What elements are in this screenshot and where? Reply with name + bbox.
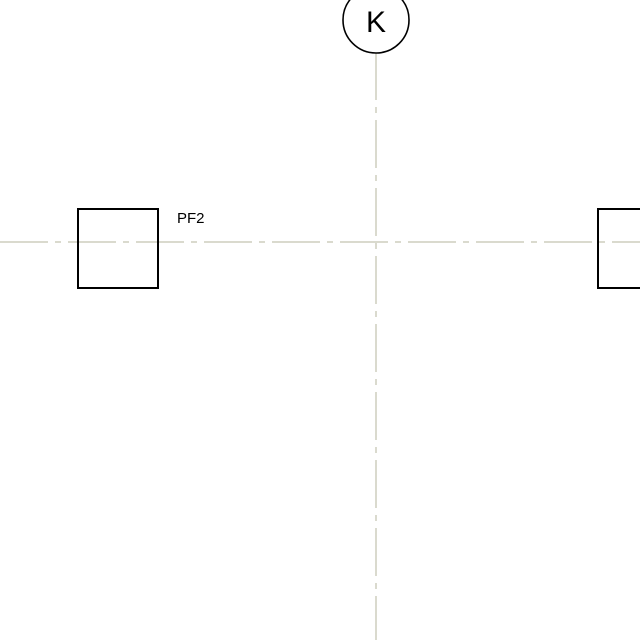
pad-footing-left — [77, 208, 159, 289]
footing-tag: PF2 — [177, 210, 205, 227]
grid-bubble-circle — [342, 0, 410, 54]
pad-footing-right — [597, 208, 640, 289]
grid-bubble-k: K — [342, 0, 410, 54]
grid-bubble-label: K — [366, 6, 386, 39]
